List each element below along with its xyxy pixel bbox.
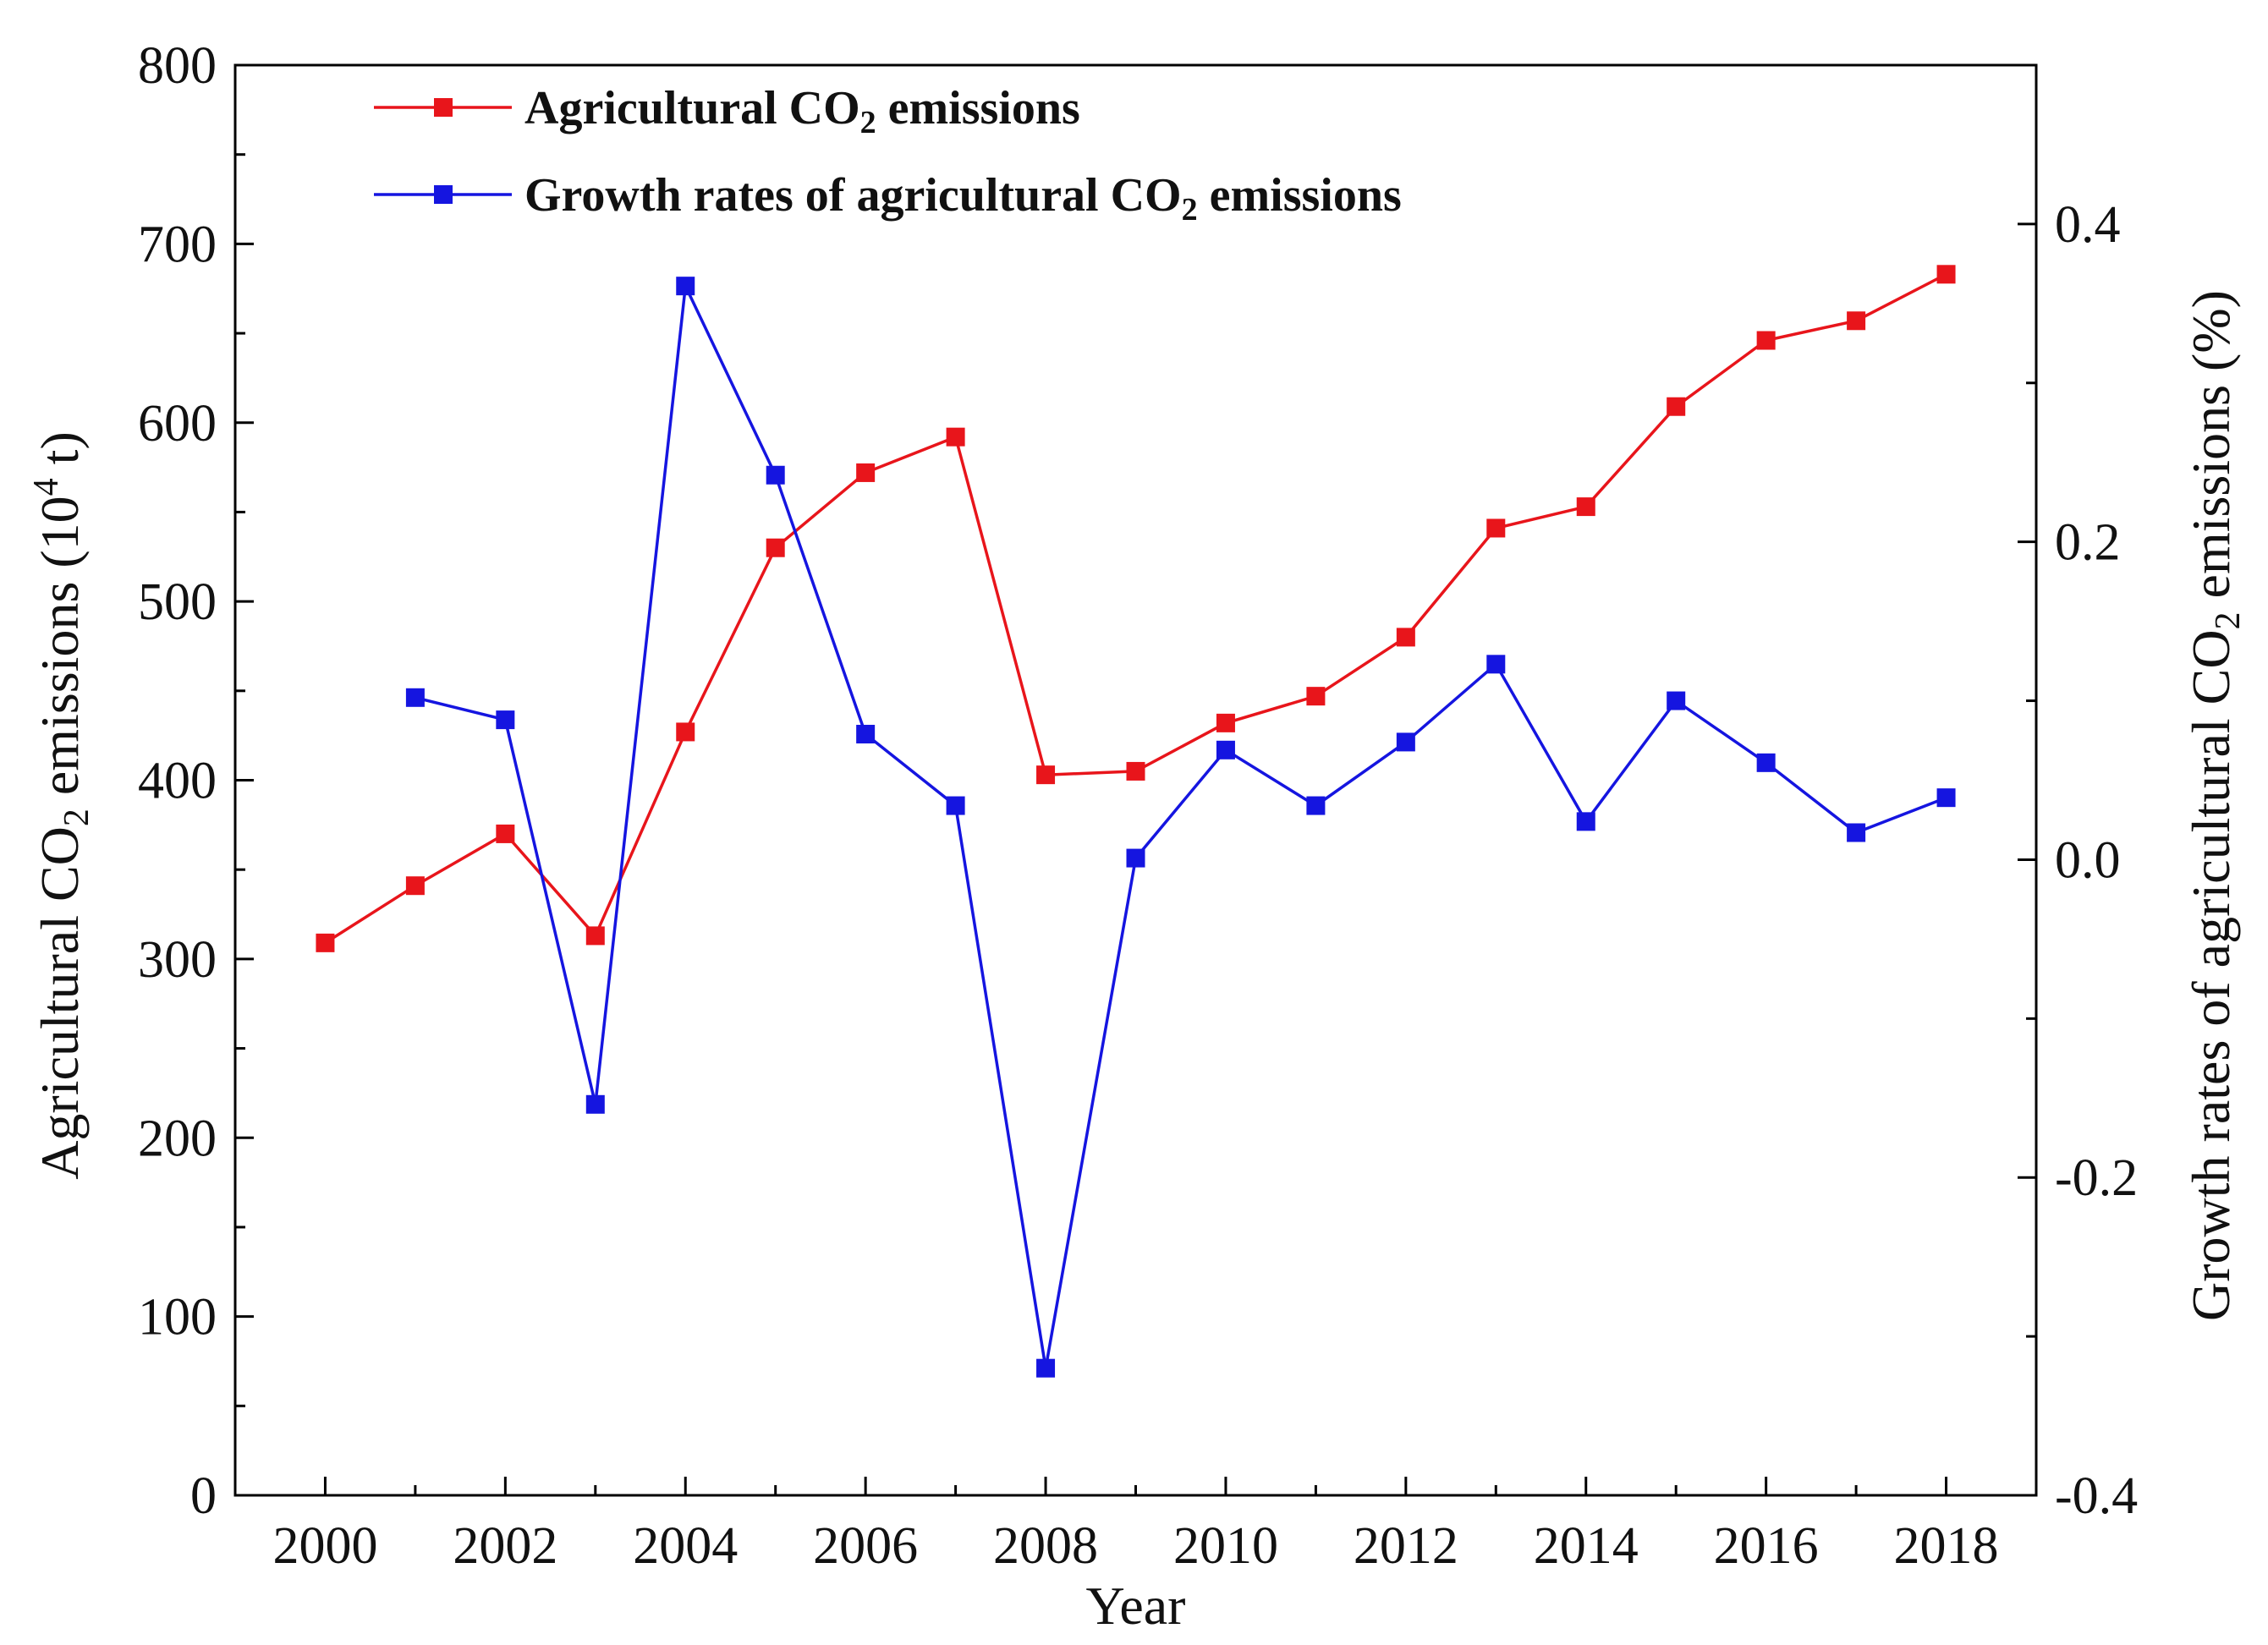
series-1-marker (1667, 397, 1686, 416)
series-layer (316, 265, 1956, 1378)
series-1-marker (585, 926, 605, 946)
x-tick-label: 2004 (633, 1517, 738, 1575)
series-2-marker (676, 277, 695, 296)
series-1-marker (1126, 761, 1145, 781)
series-2-line (415, 280, 1947, 1369)
series-1-marker (316, 933, 335, 952)
series-1-marker (1936, 265, 1956, 284)
legend-label-subscript: 2 (860, 105, 876, 140)
x-tick-label: 2014 (1534, 1517, 1639, 1575)
series-2-marker (1036, 1358, 1056, 1378)
left-tick-label: 800 (138, 37, 217, 95)
left-axis-title-superscript: 4 (27, 478, 66, 496)
series-1-marker (856, 463, 876, 482)
right-axis-title-main: Growth rates of agricultural CO (2181, 629, 2241, 1321)
series-1-marker (496, 824, 515, 843)
series-1-marker (1216, 713, 1235, 732)
left-y-axis: 0 100 200 300 400 500 600 700 800 (138, 37, 254, 1525)
left-tick-label: 600 (138, 395, 217, 452)
x-tick-label: 2010 (1173, 1517, 1278, 1575)
x-tick-label: 2000 (272, 1517, 377, 1575)
left-tick-label: 700 (138, 216, 217, 273)
series-2-marker (1126, 848, 1145, 868)
series-1-marker (1396, 628, 1415, 647)
series-1 (316, 265, 1956, 952)
left-tick-label: 200 (138, 1110, 217, 1167)
left-tick-label: 500 (138, 573, 217, 631)
x-tick-label: 2008 (993, 1517, 1098, 1575)
series-1-marker (676, 722, 695, 742)
left-axis-title-middle: emissions (10 (30, 496, 90, 809)
right-axis-title-end: emissions (%) (2181, 290, 2241, 611)
legend-marker-2 (434, 185, 453, 204)
legend-label-1: Agricultural CO2 emissions (524, 82, 1080, 140)
x-tick-label: 2012 (1354, 1517, 1458, 1575)
x-tick-label: 2006 (813, 1517, 918, 1575)
legend-label-subscript: 2 (1182, 192, 1198, 228)
series-2-marker (1576, 812, 1595, 831)
series-2-marker (496, 710, 515, 730)
series-1-marker (1576, 497, 1595, 517)
series-2-marker (1936, 788, 1956, 808)
series-2-marker (766, 465, 785, 485)
legend-label-2: Growth rates of agricultural CO2 emissio… (524, 169, 1402, 228)
right-tick-label: 0.4 (2055, 196, 2121, 254)
legend-label-end: emissions (1198, 169, 1402, 222)
x-axis-title: Year (1086, 1576, 1186, 1636)
series-2-marker (585, 1094, 605, 1114)
series-2 (405, 277, 1956, 1378)
x-axis: 2000 2002 2004 2006 2008 2010 2012 2014 2016 2018 (272, 1477, 1999, 1575)
series-1-marker (1847, 311, 1866, 331)
x-tick-label: 2002 (453, 1517, 557, 1575)
x-tick-label: 2016 (1714, 1517, 1819, 1575)
right-axis-title-subscript: 2 (2209, 611, 2248, 629)
series-1-marker (1036, 765, 1056, 785)
right-tick-label: 0.2 (2055, 514, 2121, 572)
series-2-marker (1847, 823, 1866, 842)
legend-marker-1 (434, 98, 453, 117)
left-tick-label: 300 (138, 931, 217, 989)
right-tick-label: -0.2 (2055, 1149, 2138, 1207)
series-2-marker (1486, 655, 1506, 674)
right-tick-label: -0.4 (2055, 1467, 2138, 1525)
left-axis-title-main: Agricultural CO (30, 826, 90, 1180)
right-axis-title: Growth rates of agricultural CO2 emissio… (2181, 290, 2248, 1321)
series-1-marker (1756, 331, 1776, 350)
right-tick-label: 0.0 (2055, 831, 2121, 889)
series-1-marker (1486, 518, 1506, 538)
series-2-marker (946, 796, 965, 815)
series-2-marker (1396, 732, 1415, 752)
legend-label-end: emissions (876, 82, 1080, 134)
left-axis-title-subscript: 2 (58, 809, 96, 826)
left-axis-title-end: t) (30, 431, 90, 478)
series-1-marker (946, 427, 965, 447)
series-2-marker (1667, 691, 1686, 710)
series-2-marker (1306, 796, 1326, 815)
right-y-axis: -0.4 -0.2 0.0 0.2 0.4 (2018, 63, 2138, 1525)
series-1-marker (405, 876, 425, 896)
x-tick-label: 2018 (1894, 1517, 1999, 1575)
left-axis-title: Agricultural CO2 emissions (104 t) (27, 431, 96, 1180)
left-tick-label: 100 (138, 1289, 217, 1346)
series-2-marker (856, 725, 876, 744)
series-1-marker (766, 538, 785, 557)
series-2-marker (1756, 753, 1776, 772)
legend-label-main: Agricultural CO (524, 82, 860, 134)
left-tick-label: 0 (190, 1467, 217, 1525)
series-2-marker (1216, 740, 1235, 759)
series-1-marker (1306, 687, 1326, 706)
legend-label-main: Growth rates of agricultural CO (524, 169, 1182, 222)
left-tick-label: 400 (138, 753, 217, 810)
series-2-marker (405, 688, 425, 707)
